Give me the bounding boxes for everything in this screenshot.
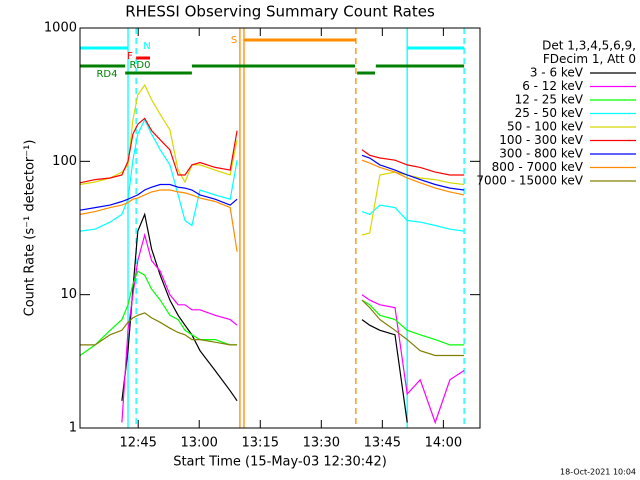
series-line	[80, 299, 465, 357]
plot-frame	[79, 27, 481, 429]
legend-label: 800 - 7000 keV	[492, 160, 584, 174]
legend-header: FDecim 1, Att 0	[543, 52, 636, 66]
flag-label: S	[231, 35, 237, 46]
x-tick-label: 13:45	[364, 436, 401, 451]
legend-label: 50 - 100 keV	[507, 120, 584, 134]
legend-label: 300 - 800 keV	[499, 147, 583, 161]
flag-label: F	[127, 51, 133, 62]
flag-label: N	[143, 41, 150, 52]
legend-label: 12 - 25 keV	[515, 93, 584, 107]
x-tick-label: 12:45	[119, 436, 156, 451]
series-line	[79, 154, 465, 211]
series-line	[121, 212, 408, 423]
y-tick-label: 1000	[44, 21, 77, 36]
legend-label: 6 - 12 keV	[522, 79, 584, 93]
legend-label: 25 - 50 keV	[515, 106, 584, 120]
x-tick-label: 14:00	[425, 436, 462, 451]
chart-title: RHESSI Observing Summary Count Rates	[125, 3, 435, 21]
legend-header: Det 1,3,4,5,6,9,	[542, 39, 636, 53]
flag-label: RD4	[96, 69, 117, 80]
y-tick-label: 1	[69, 421, 77, 436]
x-tick-label: 13:00	[180, 436, 217, 451]
footer: 18-Oct-2021 10:04	[560, 468, 636, 477]
y-axis-label: Count Rate (s⁻¹ detector⁻¹)	[23, 140, 38, 317]
legend-label: 3 - 6 keV	[530, 66, 584, 80]
legend-label: 100 - 300 keV	[499, 133, 583, 147]
legend-label: 7000 - 15000 keV	[476, 174, 583, 188]
series-line	[79, 159, 465, 252]
y-tick-label: 100	[52, 154, 77, 169]
series-line	[79, 117, 465, 184]
flag-label: RD0	[129, 60, 150, 71]
series-line	[121, 232, 465, 425]
x-axis-label: Start Time (15-May-03 12:30:42)	[173, 455, 387, 470]
x-tick-label: 13:15	[242, 436, 279, 451]
x-tick-label: 13:30	[303, 436, 340, 451]
y-tick-label: 10	[60, 287, 77, 302]
